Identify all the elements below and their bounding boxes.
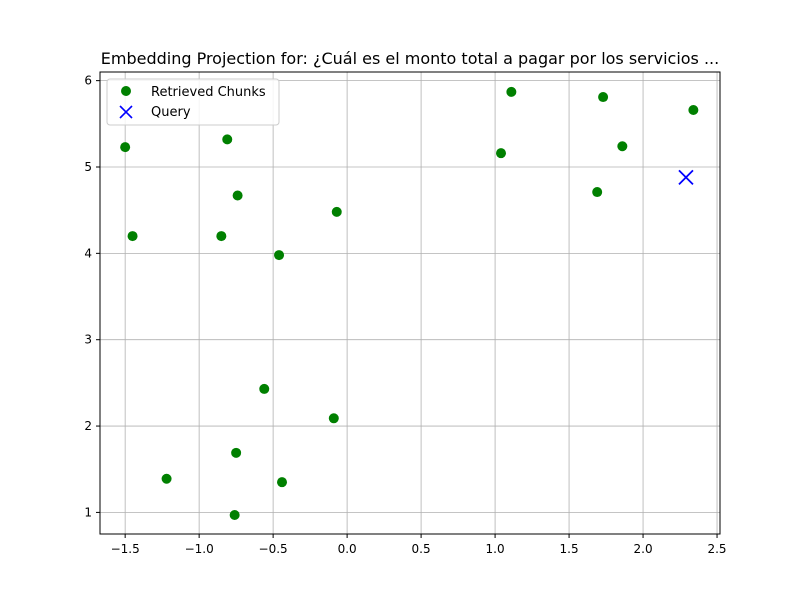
retrieved-chunk-point (231, 447, 242, 458)
y-tick-label: 6 (84, 74, 92, 88)
retrieved-chunk-point (232, 190, 243, 201)
retrieved-chunk-point (222, 134, 233, 145)
legend: Retrieved Chunks Query (106, 78, 280, 126)
retrieved-chunk-point (274, 250, 285, 261)
retrieved-chunk-point (328, 413, 339, 424)
x-tick-label: −0.5 (259, 542, 288, 556)
retrieved-chunk-point (592, 187, 603, 198)
retrieved-chunk-point (161, 473, 172, 484)
legend-marker-retrieved-chunks (121, 86, 131, 96)
x-tick-label: 1.5 (560, 542, 579, 556)
retrieved-chunk-point (617, 141, 628, 152)
x-tick-label: 0.0 (338, 542, 357, 556)
retrieved-chunk-point (506, 86, 517, 97)
retrieved-chunk-point (216, 231, 227, 242)
query-point (678, 169, 694, 185)
retrieved-chunk-point (277, 477, 288, 488)
legend-label-retrieved-chunks: Retrieved Chunks (151, 85, 266, 100)
legend-box (106, 78, 280, 126)
retrieved-chunk-point (496, 148, 507, 159)
chart-title: Embedding Projection for: ¿Cuál es el mo… (101, 49, 719, 68)
retrieved-chunk-point (331, 206, 342, 217)
grid (100, 72, 720, 534)
x-tick-label: 0.5 (412, 542, 431, 556)
x-tick-label: −1.5 (111, 542, 140, 556)
axis-ticks: −1.5 −1.0 −0.5 0.0 0.5 1.0 1.5 2.0 2.5 1 2 3 4 5 6 (84, 74, 726, 556)
retrieved-chunk-point (120, 142, 131, 153)
y-tick-label: 1 (84, 505, 92, 519)
y-tick-label: 4 (84, 246, 92, 260)
x-tick-label: −1.0 (185, 542, 214, 556)
plot-area (99, 71, 721, 535)
retrieved-chunk-point (688, 104, 699, 115)
retrieved-chunk-point (598, 92, 609, 103)
retrieved-chunk-point (259, 383, 270, 394)
x-tick-label: 2.5 (707, 542, 726, 556)
data-points (120, 86, 699, 521)
y-tick-label: 5 (84, 160, 92, 174)
y-tick-label: 2 (84, 419, 92, 433)
legend-label-query: Query (151, 105, 191, 120)
x-tick-label: 1.0 (486, 542, 505, 556)
retrieved-chunk-point (127, 231, 138, 242)
legend-marker-query (119, 105, 133, 119)
x-tick-label: 2.0 (634, 542, 653, 556)
y-tick-label: 3 (84, 333, 92, 347)
retrieved-chunk-point (229, 510, 240, 521)
